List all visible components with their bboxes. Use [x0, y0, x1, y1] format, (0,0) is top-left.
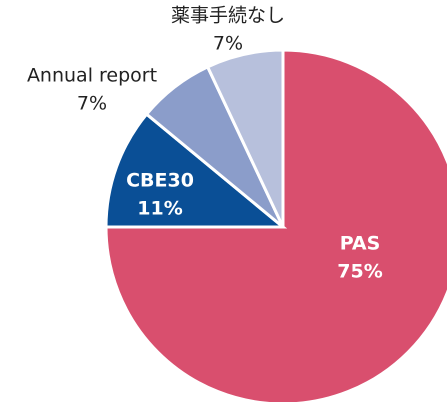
- slice-label: Annual report: [27, 65, 157, 87]
- slice-value-label: 75%: [337, 261, 382, 283]
- pie-slice: [104, 48, 447, 402]
- slice-label: 薬事手続なし: [171, 5, 285, 27]
- slice-value-label: 7%: [213, 33, 243, 55]
- slice-value-label: 7%: [77, 93, 107, 115]
- slice-label: PAS: [340, 233, 381, 255]
- slice-value-label: 11%: [137, 198, 182, 220]
- pie-slice: [104, 112, 288, 229]
- slice-label: CBE30: [126, 170, 194, 192]
- pie-slice: [205, 48, 285, 228]
